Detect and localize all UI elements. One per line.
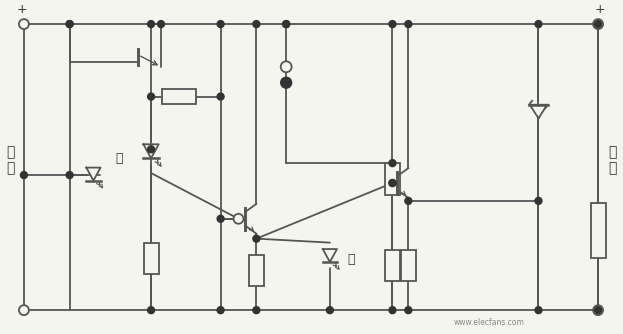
- Text: 输: 输: [608, 145, 616, 159]
- Bar: [401, 249, 416, 281]
- Bar: [385, 249, 400, 281]
- Text: +: +: [595, 3, 606, 16]
- Text: 入: 入: [608, 161, 616, 175]
- Circle shape: [148, 146, 155, 153]
- Circle shape: [405, 197, 412, 204]
- Circle shape: [21, 172, 27, 179]
- Circle shape: [594, 21, 602, 27]
- Circle shape: [389, 180, 396, 186]
- Circle shape: [217, 215, 224, 222]
- Circle shape: [326, 307, 333, 314]
- Circle shape: [217, 307, 224, 314]
- Bar: [161, 89, 196, 104]
- Polygon shape: [323, 249, 337, 262]
- Circle shape: [253, 235, 260, 242]
- Text: 绿: 绿: [115, 152, 123, 165]
- Bar: [249, 255, 264, 286]
- Circle shape: [535, 197, 542, 204]
- Circle shape: [158, 21, 164, 27]
- Polygon shape: [87, 168, 100, 180]
- Bar: [385, 163, 400, 195]
- Circle shape: [405, 21, 412, 27]
- Circle shape: [593, 305, 603, 315]
- Bar: [144, 242, 158, 275]
- Text: 输: 输: [6, 145, 14, 159]
- Circle shape: [281, 77, 292, 88]
- Circle shape: [66, 21, 73, 27]
- Circle shape: [253, 21, 260, 27]
- Circle shape: [389, 21, 396, 27]
- Circle shape: [66, 172, 73, 179]
- Circle shape: [283, 21, 290, 27]
- Text: www.elecfans.com: www.elecfans.com: [454, 318, 524, 327]
- Circle shape: [389, 180, 396, 186]
- Circle shape: [234, 214, 244, 224]
- Polygon shape: [143, 144, 159, 158]
- Circle shape: [281, 61, 292, 72]
- Text: 出: 出: [6, 161, 14, 175]
- Circle shape: [148, 21, 155, 27]
- Circle shape: [148, 307, 155, 314]
- Circle shape: [253, 307, 260, 314]
- Circle shape: [283, 21, 290, 27]
- Circle shape: [593, 19, 603, 29]
- Text: 红: 红: [348, 254, 355, 267]
- Circle shape: [19, 19, 29, 29]
- Bar: [591, 203, 606, 258]
- Circle shape: [594, 307, 602, 314]
- Circle shape: [217, 21, 224, 27]
- Circle shape: [535, 21, 542, 27]
- Circle shape: [389, 307, 396, 314]
- Circle shape: [148, 93, 155, 100]
- Circle shape: [535, 307, 542, 314]
- Circle shape: [389, 160, 396, 167]
- Circle shape: [405, 307, 412, 314]
- Text: +: +: [17, 3, 27, 16]
- Circle shape: [19, 305, 29, 315]
- Circle shape: [217, 93, 224, 100]
- Polygon shape: [530, 105, 547, 118]
- Circle shape: [66, 21, 73, 27]
